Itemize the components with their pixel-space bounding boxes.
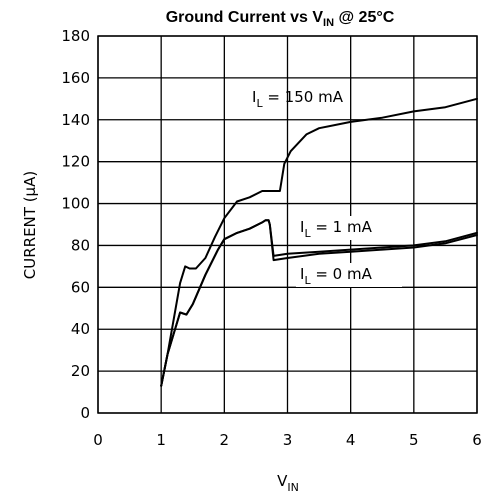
plot-frame xyxy=(97,35,478,414)
x-tick-label: 4 xyxy=(346,431,356,449)
y-tick-label: 20 xyxy=(71,362,90,380)
x-tick-label: 3 xyxy=(283,431,293,449)
y-tick-label: 140 xyxy=(61,111,90,129)
x-tick-labels: 0 1 2 3 4 5 6 xyxy=(93,431,482,449)
y-tick-label: 60 xyxy=(71,278,90,296)
y-tick-label: 180 xyxy=(61,27,90,45)
y-tick-label: 40 xyxy=(71,320,90,338)
series-lines xyxy=(160,97,478,387)
y-tick-labels: 0 20 40 60 80 100 120 140 160 180 xyxy=(61,27,90,422)
y-tick-label: 100 xyxy=(61,195,90,213)
x-tick-label: 5 xyxy=(409,431,419,449)
x-tick-label: 6 xyxy=(472,431,482,449)
series-label-backdrop xyxy=(296,216,402,240)
y-tick-label: 80 xyxy=(71,236,90,254)
y-tick-label: 0 xyxy=(80,404,90,422)
y-tick-label: 160 xyxy=(61,69,90,87)
x-tick-label: 2 xyxy=(220,431,230,449)
series-label-backdrop xyxy=(296,263,402,287)
x-axis-label: VIN xyxy=(277,472,299,494)
series-line-3 xyxy=(160,219,478,387)
series-label-2: IL = 1 mA xyxy=(300,218,373,240)
x-tick-label: 1 xyxy=(156,431,166,449)
y-axis-label: CURRENT (µA) xyxy=(21,171,39,279)
x-tick-label: 0 xyxy=(93,431,103,449)
chart-title: Ground Current vs VIN @ 25°C xyxy=(166,9,395,29)
series-annotations: IL = 150 mA IL = 1 mA IL = 0 mA xyxy=(252,88,402,287)
series-line-1 xyxy=(160,97,478,387)
y-tick-label: 120 xyxy=(61,153,90,171)
series-label-1: IL = 150 mA xyxy=(252,88,344,110)
series-label-3: IL = 0 mA xyxy=(300,265,373,287)
